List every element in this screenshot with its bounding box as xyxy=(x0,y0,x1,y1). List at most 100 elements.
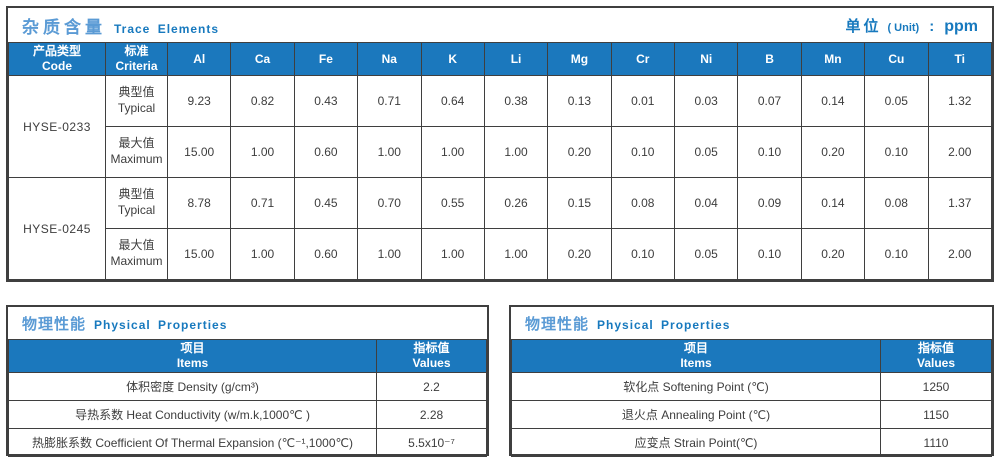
physical-left-title: 物理性能 Physical Properties xyxy=(22,313,227,334)
col-header-code: 产品类型 Code xyxy=(8,42,106,76)
property-value: 5.5x10⁻⁷ xyxy=(376,428,487,457)
col-header-element-k: K xyxy=(420,42,485,76)
table-row-hyse0245-typical: HYSE-0245 典型值 Typical 8.78 0.71 0.45 0.7… xyxy=(8,177,992,280)
physical-right-title-en: Physical Properties xyxy=(597,317,731,332)
physical-properties-right-panel: 物理性能 Physical Properties 项目 Items 指标值 Va… xyxy=(509,305,994,457)
value-cell: 15.00 xyxy=(166,126,232,178)
property-value: 1250 xyxy=(880,372,992,401)
col-header-values-zh: 指标值 xyxy=(413,341,450,355)
property-value: 2.28 xyxy=(376,400,487,429)
table-row-thermal-expansion: 热膨胀系数 Coefficient Of Thermal Expansion (… xyxy=(8,428,487,457)
col-header-items-zh: 项目 xyxy=(180,341,205,355)
value-cell: 1.32 xyxy=(927,75,992,127)
trace-title-en: Trace Elements xyxy=(114,21,220,36)
value-cell: 0.10 xyxy=(864,126,929,178)
criteria-en: Maximum xyxy=(110,254,163,268)
unit-zh: 单位 xyxy=(845,17,882,35)
value-cell: 1.00 xyxy=(357,228,422,280)
value-cell: 0.26 xyxy=(483,177,549,229)
col-header-items-en: Items xyxy=(176,356,209,370)
col-header-values-zh: 指标值 xyxy=(917,341,954,355)
col-header-element-ni: Ni xyxy=(673,42,739,76)
table-row-density: 体积密度 Density (g/cm³) 2.2 xyxy=(8,372,487,401)
criteria-zh: 典型值 xyxy=(118,85,155,100)
value-cell: 0.64 xyxy=(420,75,485,127)
unit-colon: : xyxy=(929,17,935,35)
col-header-element-li: Li xyxy=(483,42,549,76)
col-header-element-na: Na xyxy=(357,42,422,76)
value-cell: 1.00 xyxy=(420,228,485,280)
physical-right-title-bar: 物理性能 Physical Properties xyxy=(511,307,992,339)
value-cell: 0.07 xyxy=(737,75,802,127)
value-cell: 1.00 xyxy=(483,126,549,178)
value-cell: 1.00 xyxy=(483,228,549,280)
col-header-values-en: Values xyxy=(916,356,956,370)
trace-title-zh: 杂质含量 xyxy=(22,17,106,37)
col-header-element-mg: Mg xyxy=(547,42,612,76)
criteria-en: Typical xyxy=(117,101,156,115)
unit-paren: ( Unit) xyxy=(887,21,920,34)
value-cell: 8.78 xyxy=(166,177,232,229)
value-cell: 0.08 xyxy=(864,177,929,229)
value-cell: 9.23 xyxy=(166,75,232,127)
property-item: 退火点 Annealing Point (℃) xyxy=(511,400,881,429)
physical-left-title-bar: 物理性能 Physical Properties xyxy=(8,307,487,339)
table-row-hyse0245-maximum: 最大值 Maximum 15.00 1.00 0.60 1.00 1.00 1.… xyxy=(9,228,992,280)
value-cell: 0.10 xyxy=(610,228,676,280)
table-row-annealing-point: 退火点 Annealing Point (℃) 1150 xyxy=(511,400,992,429)
col-header-element-cr: Cr xyxy=(610,42,676,76)
physical-right-table: 项目 Items 指标值 Values 软化点 Softening Point … xyxy=(511,339,992,457)
value-cell: 1.00 xyxy=(357,126,422,178)
property-item: 热膨胀系数 Coefficient Of Thermal Expansion (… xyxy=(8,428,377,457)
value-cell: 2.00 xyxy=(927,228,992,280)
value-cell: 0.14 xyxy=(800,75,866,127)
value-cell: 0.09 xyxy=(737,177,802,229)
value-cell: 0.71 xyxy=(230,177,295,229)
unit-value: ppm xyxy=(944,17,978,35)
col-header-element-fe: Fe xyxy=(293,42,359,76)
col-header-element-b: B xyxy=(737,42,802,76)
col-header-element-mn: Mn xyxy=(800,42,866,76)
value-cell: 0.15 xyxy=(547,177,612,229)
col-header-criteria: 标准 Criteria xyxy=(105,42,168,76)
trace-elements-table: 产品类型 Code 标准 Criteria Al Ca Fe Na K Li M… xyxy=(8,42,992,280)
col-header-items: 项目 Items xyxy=(8,339,377,373)
value-cell: 0.08 xyxy=(610,177,676,229)
col-header-items-zh: 项目 xyxy=(683,341,708,355)
property-item: 软化点 Softening Point (℃) xyxy=(511,372,881,401)
physical-right-header-row: 项目 Items 指标值 Values xyxy=(511,339,992,373)
value-cell: 0.43 xyxy=(293,75,359,127)
value-cell: 0.10 xyxy=(864,228,929,280)
value-cell: 0.05 xyxy=(673,126,739,178)
value-cell: 0.01 xyxy=(610,75,676,127)
table-row-heat-conductivity: 导热系数 Heat Conductivity (w/m.k,1000℃ ) 2.… xyxy=(8,400,487,429)
value-cell: 0.70 xyxy=(357,177,422,229)
value-cell: 0.05 xyxy=(864,75,929,127)
col-header-element-al: Al xyxy=(166,42,232,76)
criteria-zh: 最大值 xyxy=(118,238,155,253)
physical-right-title-zh: 物理性能 xyxy=(525,315,590,333)
col-header-criteria-en: Criteria xyxy=(115,59,158,73)
table-row-strain-point: 应变点 Strain Point(℃) 1110 xyxy=(511,428,992,457)
physical-properties-left-panel: 物理性能 Physical Properties 项目 Items 指标值 Va… xyxy=(6,305,489,457)
unit-label: 单位 ( Unit) : ppm xyxy=(845,15,978,36)
value-cell: 0.60 xyxy=(293,228,359,280)
value-cell: 0.10 xyxy=(737,126,802,178)
criteria-en: Typical xyxy=(117,203,156,217)
property-item: 应变点 Strain Point(℃) xyxy=(511,428,881,457)
value-cell: 0.20 xyxy=(547,126,612,178)
physical-left-header-row: 项目 Items 指标值 Values xyxy=(8,339,487,373)
value-cell: 0.60 xyxy=(293,126,359,178)
product-code: HYSE-0233 xyxy=(8,75,106,178)
property-item: 体积密度 Density (g/cm³) xyxy=(8,372,377,401)
col-header-element-cu: Cu xyxy=(864,42,929,76)
value-cell: 0.13 xyxy=(547,75,612,127)
property-item: 导热系数 Heat Conductivity (w/m.k,1000℃ ) xyxy=(8,400,377,429)
col-header-criteria-zh: 标准 xyxy=(124,44,149,58)
table-row-softening-point: 软化点 Softening Point (℃) 1250 xyxy=(511,372,992,401)
criteria-cell: 典型值 Typical xyxy=(105,177,168,229)
value-cell: 1.00 xyxy=(230,228,295,280)
value-cell: 0.10 xyxy=(737,228,802,280)
table-row-hyse0233-maximum: 最大值 Maximum 15.00 1.00 0.60 1.00 1.00 1.… xyxy=(9,126,992,178)
value-cell: 0.10 xyxy=(610,126,676,178)
